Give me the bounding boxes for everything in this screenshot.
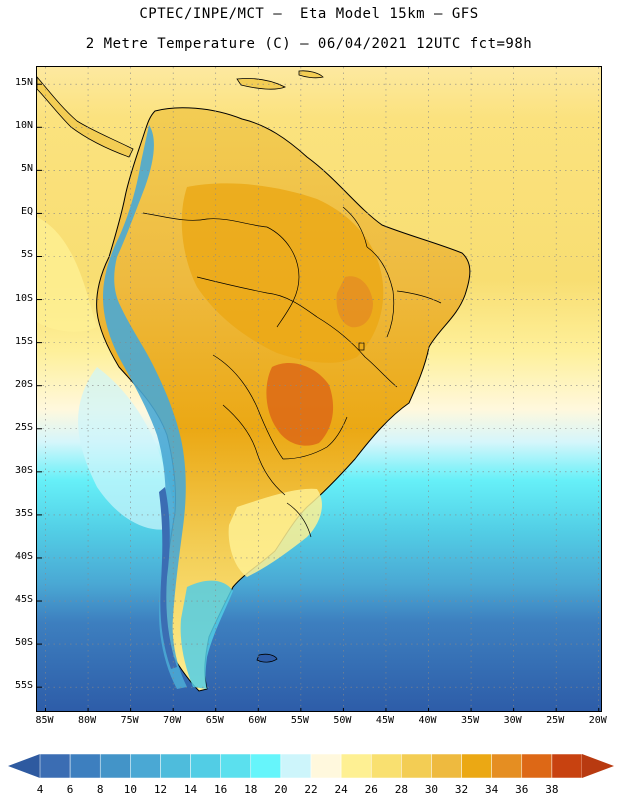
colorbar-tick-label: 14 xyxy=(183,783,198,796)
colorbar-swatch xyxy=(401,753,432,779)
map-title-line-1: CPTEC/INPE/MCT – Eta Model 15km – GFS xyxy=(139,6,479,22)
falkland-islands xyxy=(256,653,278,663)
central-brazil-hot xyxy=(181,183,384,363)
colorbar-swatch xyxy=(220,753,252,779)
colorbar-tick-label: 12 xyxy=(153,783,168,796)
map-panel[interactable] xyxy=(36,66,602,712)
lon-tick-label: 25W xyxy=(546,715,565,726)
lon-tick-label: 70W xyxy=(163,715,182,726)
colorbar-tick-label: 28 xyxy=(394,783,408,796)
colorbar-high-arrow xyxy=(582,754,614,778)
map-title-line-2: 2 Metre Temperature (C) – 06/04/2021 12U… xyxy=(85,36,533,52)
colorbar-swatch xyxy=(551,753,583,779)
lat-tick-label: 35S xyxy=(14,507,33,519)
colorbar-swatch xyxy=(461,753,492,779)
lake-feature xyxy=(358,342,365,351)
lon-tick-label: 30W xyxy=(503,715,522,726)
lat-lon-grid xyxy=(37,67,601,711)
lon-tick-label: 65W xyxy=(205,715,224,726)
lat-tick-label: 25S xyxy=(14,421,33,433)
colorbar-low-arrow xyxy=(8,754,40,778)
colorbar-tick-label: 36 xyxy=(515,783,529,796)
colorbar-tick-label: 30 xyxy=(424,783,439,796)
colorbar-tick-label: 34 xyxy=(485,783,499,796)
pacific-warm-tongue xyxy=(37,217,97,332)
caribbean-islands xyxy=(236,78,286,90)
temperature-map xyxy=(37,67,601,711)
southern-cone-mild xyxy=(228,488,322,577)
lon-tick-label: 85W xyxy=(35,715,54,726)
lon-tick-label: 60W xyxy=(248,715,267,726)
colorbar-tick-label: 8 xyxy=(96,783,104,796)
colorbar-swatch xyxy=(310,753,342,779)
lon-tick-label: 35W xyxy=(461,715,480,726)
colorbar-tick-label: 32 xyxy=(454,783,469,796)
lat-tick-label: 15S xyxy=(14,335,33,347)
lon-tick-label: 20W xyxy=(588,715,607,726)
goias-hot xyxy=(336,276,373,328)
lat-tick-label: 10N xyxy=(14,120,33,132)
political-borders xyxy=(142,206,442,538)
colorbar-tick-label: 20 xyxy=(274,783,288,796)
colorbar-tick-label: 6 xyxy=(66,783,74,796)
temperature-colorbar xyxy=(8,753,614,779)
lat-tick-label: 15N xyxy=(14,77,33,89)
lat-tick-label: 5S xyxy=(20,249,33,261)
lat-tick-label: EQ xyxy=(20,206,33,218)
lon-tick-label: 75W xyxy=(120,715,139,726)
colorbar-swatch xyxy=(491,753,523,779)
lat-tick-label: 5N xyxy=(20,163,33,175)
colorbar-tick-label: 26 xyxy=(364,783,378,796)
colorbar-tick-label: 16 xyxy=(214,783,228,796)
colorbar-tick-label: 10 xyxy=(123,783,137,796)
colorbar-swatch xyxy=(521,753,553,779)
colorbar-swatch xyxy=(39,753,71,779)
colorbar-tick-label: 18 xyxy=(244,783,258,796)
colorbar-swatch xyxy=(340,753,372,779)
lat-tick-label: 40S xyxy=(14,550,33,562)
colorbar-swatch xyxy=(130,753,161,779)
colorbar-swatch xyxy=(370,753,402,779)
lat-tick-label: 50S xyxy=(14,637,33,649)
colorbar-swatch xyxy=(99,753,131,779)
lat-tick-label: 10S xyxy=(14,292,33,304)
lat-tick-label: 30S xyxy=(14,464,33,476)
colorbar-swatch xyxy=(160,753,191,779)
colorbar-swatch xyxy=(69,753,101,779)
patagonia-cold xyxy=(180,580,233,689)
colorbar-swatch xyxy=(190,753,221,779)
colorbar-tick-label: 38 xyxy=(545,783,559,796)
colorbar-swatch xyxy=(280,753,312,779)
lat-tick-label: 45S xyxy=(14,594,33,606)
colorbar-swatch xyxy=(250,753,282,779)
mato-grosso-very-hot xyxy=(266,363,334,446)
lat-tick-label: 20S xyxy=(14,378,33,390)
central-america xyxy=(37,76,134,158)
colorbar-tick-label: 4 xyxy=(36,783,44,796)
lon-tick-label: 80W xyxy=(78,715,97,726)
lat-tick-label: 55S xyxy=(14,680,33,692)
colorbar-tick-label: 22 xyxy=(304,783,318,796)
lon-tick-label: 40W xyxy=(418,715,437,726)
lon-tick-label: 55W xyxy=(290,715,309,726)
pacific-cool-band xyxy=(78,367,177,530)
lon-tick-label: 50W xyxy=(333,715,352,726)
caribbean-islands-east xyxy=(298,70,324,79)
lon-tick-label: 45W xyxy=(375,715,394,726)
colorbar-swatch xyxy=(431,753,462,779)
andes-core xyxy=(159,487,177,669)
colorbar-tick-label: 24 xyxy=(334,783,348,796)
